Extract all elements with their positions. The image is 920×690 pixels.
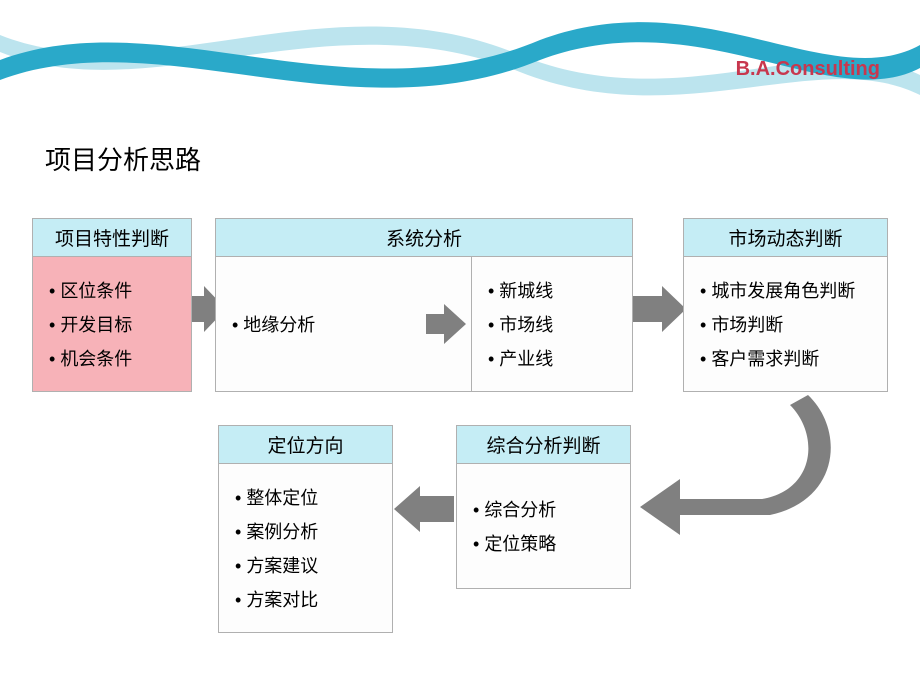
list-item: 开发目标 <box>49 311 132 337</box>
list-item: • 市场线 <box>488 311 553 337</box>
list-item: 定位策略 <box>473 530 556 556</box>
arrow-curved-down-left-icon <box>640 395 850 555</box>
box-positioning-direction: 定位方向 整体定位 案例分析 方案建议 方案对比 <box>218 425 393 633</box>
list-item: 案例分析 <box>235 518 318 544</box>
arrow-right-icon <box>426 304 466 344</box>
list-item: 客户需求判断 <box>700 345 855 371</box>
box-header: 市场动态判断 <box>684 219 887 257</box>
box-system-analysis: 系统分析 • 地缘分析 • 新城线 • 市场线 • 产业线 <box>215 218 633 392</box>
box-body: • 地缘分析 • 新城线 • 市场线 • 产业线 <box>216 257 632 391</box>
list-item: 市场判断 <box>700 311 855 337</box>
page-title: 项目分析思路 <box>45 140 201 177</box>
box-project-characteristics: 项目特性判断 区位条件 开发目标 机会条件 <box>32 218 192 392</box>
list-item: 区位条件 <box>49 277 132 303</box>
list-item: 方案对比 <box>235 586 318 612</box>
brand-text: B.A.Consulting <box>736 58 880 81</box>
list-item: 综合分析 <box>473 496 556 522</box>
box-market-dynamics: 市场动态判断 城市发展角色判断 市场判断 客户需求判断 <box>683 218 888 392</box>
list-item: • 地缘分析 <box>232 311 315 337</box>
box-body: 综合分析 定位策略 <box>457 464 630 588</box>
box-body: 区位条件 开发目标 机会条件 <box>33 257 191 391</box>
list-item: 城市发展角色判断 <box>700 277 855 303</box>
box-header: 定位方向 <box>219 426 392 464</box>
arrow-right-icon <box>628 286 686 332</box>
list-item: 整体定位 <box>235 484 318 510</box>
box-body: 城市发展角色判断 市场判断 客户需求判断 <box>684 257 887 391</box>
box-header: 项目特性判断 <box>33 219 191 257</box>
box-header: 系统分析 <box>216 219 632 257</box>
list-item: 机会条件 <box>49 345 132 371</box>
list-item: • 产业线 <box>488 345 553 371</box>
box-comprehensive-analysis: 综合分析判断 综合分析 定位策略 <box>456 425 631 589</box>
box-body: 整体定位 案例分析 方案建议 方案对比 <box>219 464 392 632</box>
arrow-left-icon <box>394 486 454 532</box>
box-header: 综合分析判断 <box>457 426 630 464</box>
list-item: 方案建议 <box>235 552 318 578</box>
list-item: • 新城线 <box>488 277 553 303</box>
